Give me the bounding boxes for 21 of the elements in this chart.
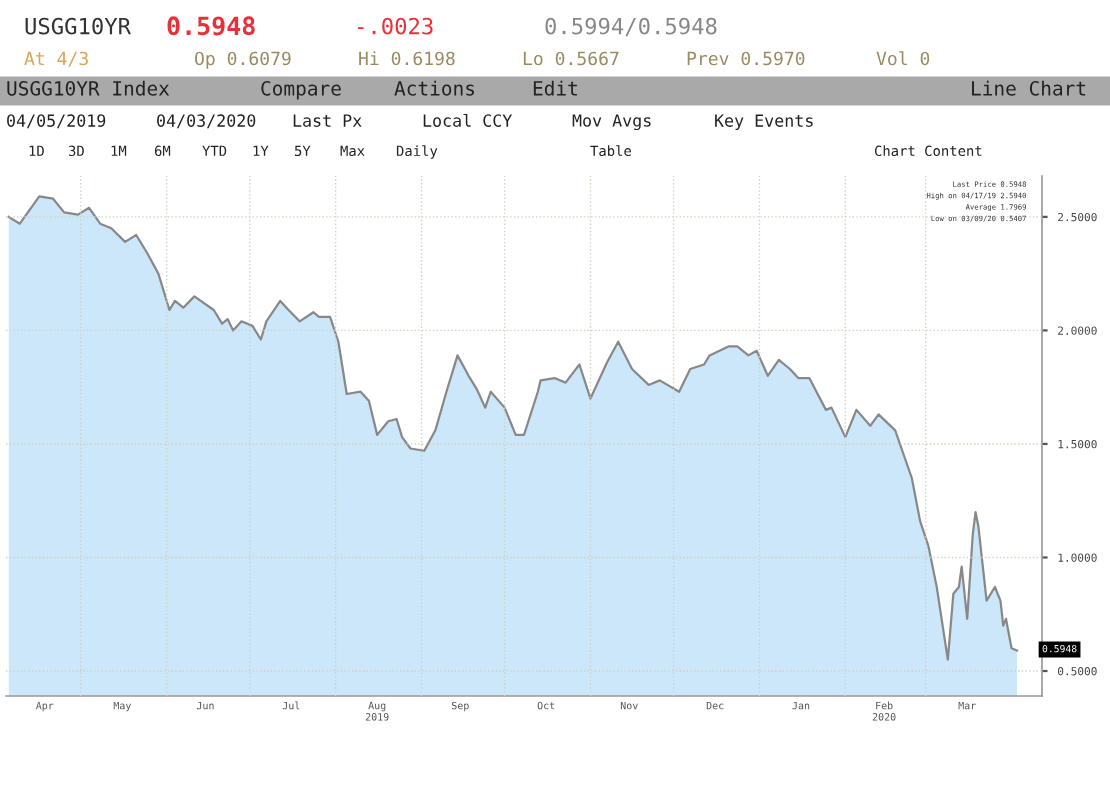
text: Lo 0.5667 — [523, 51, 619, 66]
text: Hi 0.6198 — [359, 51, 455, 66]
text: 0.5994/0.5948 — [545, 17, 717, 37]
text: Last Px — [293, 114, 362, 127]
text: Key Events — [715, 114, 813, 131]
text: 0.5948 — [167, 16, 255, 36]
text: Prev 0.5970 — [687, 51, 805, 66]
text: Line Chart — [972, 80, 1086, 96]
text: Op 0.6079 — [195, 51, 291, 69]
text: Vol 0 — [876, 51, 930, 66]
text: 04/03/2020 — [157, 114, 256, 129]
text: Mov Avgs — [572, 114, 651, 131]
text: -.0023 — [357, 17, 433, 35]
chart-title: USGG10YR Index — [7, 80, 170, 96]
text: Actions — [394, 80, 475, 96]
text: At 4/3 — [24, 51, 88, 67]
text: USGG10YR — [25, 17, 132, 35]
text: Local CCY — [423, 113, 513, 127]
text: 04/05/2019 — [7, 114, 106, 129]
text: Compare — [261, 80, 341, 100]
text: Edit — [533, 80, 577, 96]
